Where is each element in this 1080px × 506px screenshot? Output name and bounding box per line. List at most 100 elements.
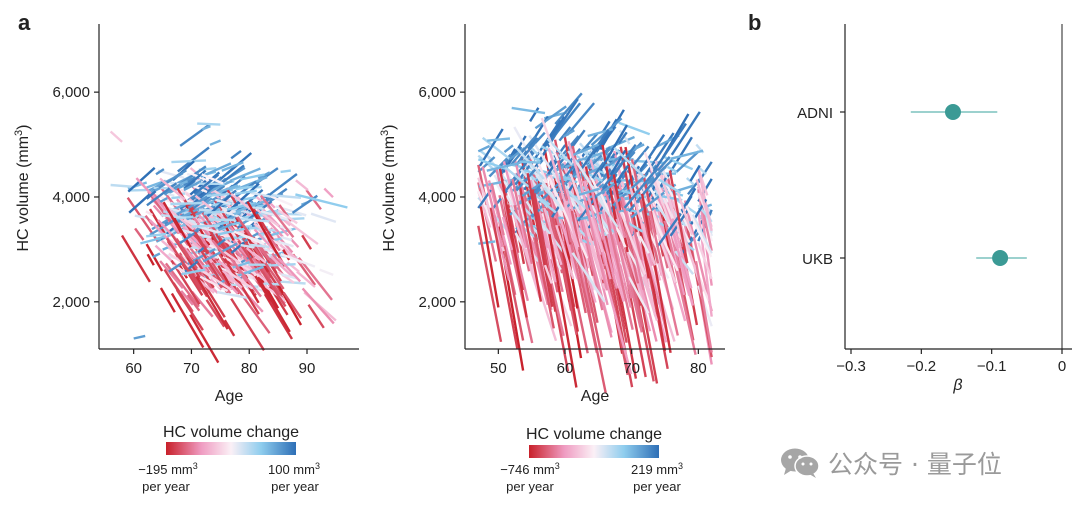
trajectory-segment [181,268,206,276]
trajectory-segment [225,269,253,290]
trajectory-segment [534,105,567,130]
trajectory-segment [145,210,153,217]
trajectory-segment [226,201,257,211]
colorbar-min-right: −746 mm3 [500,461,560,477]
trajectory-segment [208,218,234,222]
trajectory-segment [508,147,526,161]
trajectory-segment [201,173,224,185]
trajectory-segment [245,247,261,261]
trajectory-segment [282,291,303,319]
trajectory-segment [307,304,325,329]
trajectory-segment [253,247,285,290]
trajectory-segment [570,210,604,358]
trajectory-segment [171,196,181,200]
trajectory-segment [170,292,205,349]
trajectory-segment [515,168,537,192]
trajectory-segment [194,173,220,195]
trajectory-segment [159,287,176,313]
trajectory-segment [221,161,244,172]
trajectory-segment [617,131,628,145]
trajectory-segment [270,255,295,279]
trajectory-segment [629,213,643,261]
trajectory-segment [587,172,604,182]
y-axis-label-right: HC volume (mm3) [379,124,398,251]
trajectory-segment [547,160,558,175]
trajectory-segment [283,217,319,246]
colorbar-min-left: −195 mm3 [138,461,198,477]
trajectory-segment [249,243,270,249]
trajectory-segment [191,224,220,228]
trajectory-segment [597,197,619,228]
x-axis-label-beta: β [952,377,962,394]
trajectory-segment [503,144,514,154]
trajectory-segment [230,192,254,212]
trajectory-segment [603,228,622,287]
trajectory-segment [280,252,316,268]
trajectory-segment [543,264,553,284]
trajectory-segment [604,211,634,330]
trajectory-segment [233,210,242,216]
trajectory-segment [158,169,187,189]
panel-label-a: a [18,10,31,35]
trajectory-segment [175,238,202,276]
trajectory-segment [230,241,245,254]
trajectory-segment [254,275,272,303]
trajectory-segment [521,181,543,197]
y-tick-label: 4,000 [418,189,456,206]
trajectory-segment [477,225,503,343]
trajectory-segment [618,121,651,136]
trajectory-segment [534,194,551,206]
trajectory-segment [235,185,256,191]
trajectory-segment [183,169,207,190]
trajectory-segment [554,92,583,125]
trajectory-segment [215,198,231,206]
trajectory-segment [577,192,600,222]
trajectory-segment [580,132,599,154]
colorbar-title-right: HC volume change [526,426,662,443]
trajectory-segment [176,208,186,216]
trajectory-segment [579,195,593,203]
trajectory-segment [531,189,557,312]
trajectory-segment [256,259,272,279]
trajectory-segment [477,154,505,179]
colorbar-gradient-left [166,442,296,455]
trajectory-segment [668,170,689,264]
x-axis-label-right: Age [581,388,610,405]
trajectory-segment [197,122,221,126]
trajectory-segment [565,188,583,244]
trajectory-segment [609,253,625,302]
trajectory-segment [155,168,165,176]
trajectory-segment [489,207,519,350]
trajectory-segment [232,261,250,269]
trajectory-segment [229,167,261,183]
trajectory-segment [301,287,335,325]
trajectory-segment [289,237,300,249]
y-axis-label-left: HC volume (mm3) [13,124,32,251]
trajectory-segment [522,226,537,239]
trajectory-segment [195,275,229,330]
trajectory-segment [616,165,630,182]
trajectory-segment [603,143,637,187]
trajectory-segment [689,164,701,182]
trajectory-segment [162,201,183,234]
trajectory-segment [199,275,229,293]
trajectory-segment [653,179,671,223]
x-tick-label: 70 [623,360,640,377]
trajectory-segment [548,233,578,388]
trajectory-segment [238,247,248,260]
trajectory-segment [120,234,151,283]
x-tick-label: −0.3 [836,358,866,375]
trajectory-segment [222,269,243,289]
trajectory-segment [232,265,264,279]
trajectory-segment [605,194,630,286]
trajectory-segment [259,194,295,239]
trajectory-segment [601,120,611,133]
y-tick-label: 6,000 [52,84,90,101]
colorbar-title-left: HC volume change [163,424,299,441]
trajectory-segment [216,238,226,247]
colorbar-gradient-right [529,445,659,458]
trajectory-segment [133,334,146,340]
trajectory-segment [580,128,610,170]
trajectory-segment [191,182,219,206]
